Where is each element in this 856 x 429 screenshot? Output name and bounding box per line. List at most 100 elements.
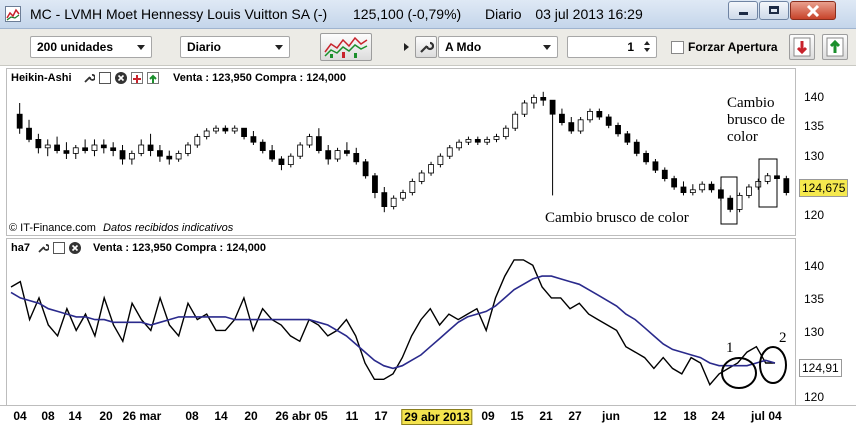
x-tick-label: 21 [539,409,553,423]
close-panel-icon[interactable] [69,242,81,254]
x-tick-label: 08 [185,409,199,423]
candle [72,145,79,159]
candle [746,184,752,199]
add-indicator-icon[interactable] [131,72,143,84]
candle-body [680,186,687,193]
candle [409,178,416,196]
candle [157,145,163,162]
minimize-button[interactable] [728,1,758,20]
candle [493,133,500,143]
x-tick-label: jun [602,409,620,423]
y-tick-label: 130 [804,325,825,339]
candle [381,187,388,213]
candle [287,153,294,168]
order-toolbar: 200 unidades Diario A Mdo 1 Forzar Apert… [0,29,856,66]
candle-body [446,147,453,157]
candle-body [353,153,360,163]
minimize-icon [739,12,748,15]
order-type-dropdown[interactable]: A Mdo [438,36,558,58]
ha7-panel: ha7 Venta : 123,950 Compra : 124,000 1 2 [6,238,796,406]
indicators-button[interactable] [320,33,372,61]
candle [671,175,678,190]
x-tick-label: 15 [510,409,524,423]
candle [213,125,219,134]
window-titlebar: MC - LVMH Moet Hennessy Louis Vuitton SA… [0,0,856,29]
quantity-dropdown-value: 200 unidades [37,40,114,54]
settings-wrench-icon[interactable] [37,242,50,254]
x-tick-label: 26 abr [275,409,311,423]
move-up-icon[interactable] [147,72,159,84]
y-tick-label: 140 [804,90,825,104]
sell-button[interactable] [789,34,815,60]
candle-body [175,153,182,160]
buy-button[interactable] [822,34,848,60]
candle [138,139,145,157]
candle [456,139,462,151]
candle-body [615,125,621,135]
candle-body [400,192,406,199]
last-price-badge: 124,675 [799,179,849,197]
candle [400,189,406,201]
timeframe-dropdown[interactable]: Diario [180,36,290,58]
candle [587,108,593,123]
sell-arrow-icon [793,37,811,57]
quantity-spinner[interactable]: 1 [567,36,657,58]
candle-body [587,111,593,121]
x-tick-label: 18 [683,409,697,423]
properties-icon[interactable] [53,242,65,254]
heikin-ashi-chart [16,91,790,225]
candle-body [44,144,51,149]
candle [100,139,107,154]
candle-body [474,139,481,143]
y-tick-label: 140 [804,259,825,273]
candle-body [100,144,107,149]
price-line [10,259,775,387]
candle [437,153,444,168]
candle-body [746,186,752,196]
annotation-line-2: brusco de [727,112,785,128]
candle-body [502,127,509,138]
expand-arrow-icon[interactable] [404,43,409,51]
properties-icon[interactable] [99,72,111,84]
force-open-checkbox[interactable] [671,41,684,54]
maximize-button[interactable] [759,1,789,20]
spinner-up-icon[interactable] [644,41,650,45]
candle-body [530,96,537,104]
candle-body [736,195,743,210]
candle-body [259,141,266,151]
x-tick-label: 14 [214,409,228,423]
candle-body [428,164,434,174]
candle-body [287,155,294,165]
close-panel-icon[interactable] [115,72,127,84]
candle [91,139,98,157]
candle [727,195,734,213]
annotation-cambio-top: Cambio brusco de color [727,95,785,146]
order-settings-button[interactable] [415,36,437,58]
candle-body [540,96,547,101]
candle [269,145,276,162]
date-x-axis: 04 08 14 20 26 mar 08 14 20 26 abr 05 11 17 29 abr 2… [0,405,856,429]
candle-body [381,192,388,207]
candle-body [493,136,500,140]
candle [559,108,565,126]
maximize-icon [769,6,779,14]
settings-wrench-icon[interactable] [83,72,96,84]
heikin-ashi-panel: Heikin-Ashi Venta : 123,950 Compra : 124… [6,68,796,236]
candle [166,150,173,165]
x-tick-label: 11 [345,409,359,423]
close-window-button[interactable] [790,1,836,20]
candle-body [633,141,640,154]
x-tick-label: 12 [653,409,667,423]
quantity-dropdown[interactable]: 200 unidades [30,36,152,58]
candle-body [203,130,210,137]
spinner-down-icon[interactable] [644,48,650,52]
candle [63,142,70,159]
candle-body [82,147,89,152]
annotation-line-3: color [727,129,758,145]
candle-body [166,155,173,160]
candle-body [250,136,257,143]
chevron-down-icon [543,45,551,50]
candle [26,119,32,143]
candle [783,175,790,196]
app-chart-icon [5,6,21,22]
